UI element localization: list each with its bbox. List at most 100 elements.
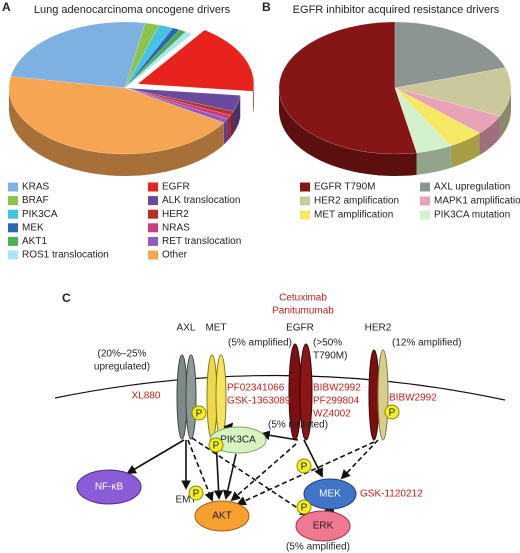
pie-slice xyxy=(124,87,228,123)
node-akt xyxy=(194,500,250,532)
drug-label: BIBW2992 xyxy=(313,383,361,394)
phospho-sites: P P P P P P xyxy=(188,404,400,515)
slice-side xyxy=(9,88,224,177)
legend-swatch xyxy=(148,250,158,260)
node-erk xyxy=(295,510,351,542)
receptor-axl xyxy=(185,354,197,440)
phospho-circle xyxy=(384,404,400,420)
node-label: MEK xyxy=(319,489,341,500)
pie-slice xyxy=(394,21,506,89)
slice-side xyxy=(450,133,480,168)
phospho-label: P xyxy=(301,462,308,473)
legend-swatch xyxy=(148,209,158,219)
arrow xyxy=(223,453,237,500)
legend-label: AKT1 xyxy=(22,236,47,247)
legend-swatch xyxy=(420,210,430,220)
pie-slice xyxy=(124,24,174,89)
legend-swatch xyxy=(148,236,158,246)
panel-letter: A xyxy=(2,0,11,14)
node-pik3ca xyxy=(209,426,267,454)
legend-swatch xyxy=(420,182,430,192)
arrow xyxy=(126,439,185,474)
legend-swatch xyxy=(300,196,310,206)
drug-label: PF02341066 xyxy=(227,383,285,394)
legend-swatch xyxy=(420,196,430,206)
receptor-note: upregulated) xyxy=(94,362,150,373)
node-label: NF-κB xyxy=(95,482,124,493)
legend-label: RET translocation xyxy=(162,236,241,247)
legend-label: EGFR xyxy=(162,182,190,193)
pie-chart: B EGFR inhibitor acquired resistance driv… xyxy=(262,0,520,220)
arrow xyxy=(260,430,299,441)
drug-label: XL880 xyxy=(132,391,161,402)
pie-slice xyxy=(278,21,418,155)
legend-label: MAPK1 amplification xyxy=(434,196,520,207)
slice-side xyxy=(230,111,234,138)
receptor-egfr-partner xyxy=(377,349,389,441)
receptor-label: EGFR xyxy=(286,323,314,334)
receptor-met xyxy=(215,354,227,440)
phospho-circle xyxy=(188,485,204,501)
pie-slice xyxy=(124,29,187,89)
slice-side xyxy=(253,83,254,114)
receptor-egfr xyxy=(299,343,313,441)
legend-label: AXL upregulation xyxy=(434,182,510,193)
arrow xyxy=(303,439,323,478)
pie-slice xyxy=(124,31,193,89)
slice-side xyxy=(499,88,511,139)
legend-label: HER2 amplification xyxy=(314,196,399,207)
node-label: EMT xyxy=(175,495,196,506)
legend-label: MEK xyxy=(22,222,44,233)
arrow xyxy=(191,437,310,517)
phospho-circle xyxy=(296,499,312,515)
drug-label: BIBW2992 xyxy=(389,393,437,404)
drug-label: WZ4002 xyxy=(313,409,351,420)
phospho-circle xyxy=(208,437,224,453)
legend-label: NRAS xyxy=(162,222,190,233)
phospho-label: P xyxy=(196,409,203,420)
slice-side xyxy=(227,115,231,141)
pie-slice xyxy=(124,27,180,89)
pie-slice xyxy=(10,21,146,89)
receptor-note: (12% amplified) xyxy=(392,338,461,349)
drug-label: Panitumumab xyxy=(272,306,334,317)
pie-panels: A Lung adenocarcinoma oncogene drivers KRA… xyxy=(2,0,520,260)
membrane xyxy=(54,374,506,401)
legend-label: BRAF xyxy=(22,195,49,206)
receptor-label: MET xyxy=(205,323,226,334)
pie-slice xyxy=(124,87,232,120)
legend-label: ALK translocation xyxy=(162,195,240,206)
chart-title: Lung adenocarcinoma oncogene drivers xyxy=(34,4,231,16)
legend-swatch xyxy=(8,250,18,260)
drug-label: GSK-1363089 xyxy=(227,396,291,407)
node-mek xyxy=(303,478,357,510)
phospho-circle xyxy=(296,458,312,474)
phospho-label: P xyxy=(193,489,200,500)
pie-slice xyxy=(124,87,241,112)
legend-label: PIK3CA xyxy=(22,209,58,220)
legend-swatch xyxy=(300,182,310,192)
legend-swatch xyxy=(8,236,18,246)
legend-swatch xyxy=(148,223,158,233)
legend-swatch xyxy=(148,196,158,206)
legend-swatch xyxy=(148,182,158,192)
node-label: AKT xyxy=(212,511,231,522)
legend-label: MET amplification xyxy=(314,210,393,221)
legend-label: HER2 xyxy=(162,209,189,220)
drug-label: PF299804 xyxy=(313,396,360,407)
legend-swatch xyxy=(8,182,18,192)
slice-side xyxy=(223,118,228,145)
phospho-circle xyxy=(191,405,207,421)
legend-label: PIK3CA mutation xyxy=(434,210,510,221)
legend-swatch xyxy=(300,210,310,220)
receptor-note: (20%–25% xyxy=(98,349,147,360)
legend-swatch xyxy=(8,223,18,233)
phospho-label: P xyxy=(301,503,308,514)
pie-slice xyxy=(394,87,501,134)
panel-letter: B xyxy=(262,0,271,14)
legend-swatch xyxy=(8,196,18,206)
drug-label: GSK-1120212 xyxy=(360,489,423,500)
slice-side xyxy=(416,145,451,175)
node-nfkb xyxy=(76,469,142,505)
